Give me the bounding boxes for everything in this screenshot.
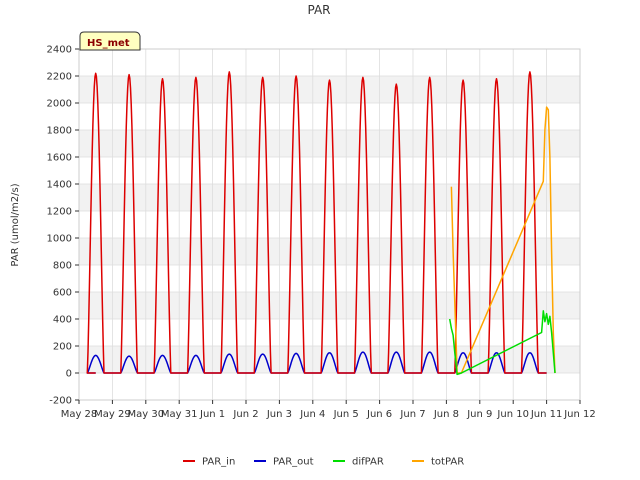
y-tick-label: -200 — [49, 396, 72, 407]
badge-text: HS_met — [87, 38, 130, 49]
legend-label: PAR_out — [273, 457, 314, 468]
plot-band — [79, 238, 580, 265]
legend: PAR_in PAR_out difPAR totPAR — [183, 457, 464, 468]
legend-label: totPAR — [431, 457, 464, 468]
x-tick-label: Jun 8 — [433, 409, 459, 420]
plot-background — [79, 49, 580, 400]
plot-frame — [78, 48, 581, 401]
x-tick-label: Jun 4 — [299, 409, 325, 420]
y-tick-label: 2000 — [47, 99, 72, 110]
legend-label: PAR_in — [202, 457, 235, 468]
x-tick-label: Jun 11 — [530, 409, 563, 420]
x-tick-label: Jun 3 — [266, 409, 292, 420]
y-tick-label: 2200 — [47, 72, 72, 83]
x-tick-label: Jun 10 — [496, 409, 529, 420]
axes: -200 0 200 400 600 800 1000 1200 1400 1600 1800 200… — [47, 45, 596, 421]
x-tick-label: Jun 7 — [399, 409, 425, 420]
x-tick-label: May 29 — [94, 409, 131, 420]
y-axis-label: PAR (umol/m2/s) — [10, 183, 21, 266]
series-difpar — [448, 310, 556, 376]
plot-band — [79, 292, 580, 319]
y-tick-label: 400 — [53, 315, 72, 326]
chart-title: PAR — [307, 3, 330, 17]
series-totpar — [450, 106, 556, 374]
plot-band — [79, 346, 580, 373]
y-tick-label: 1000 — [47, 234, 72, 245]
plot-area — [79, 49, 580, 400]
x-tick-label: May 30 — [128, 409, 165, 420]
x-tick-label: Jun 6 — [366, 409, 392, 420]
series-layer — [86, 71, 556, 376]
y-tick-label: 800 — [53, 261, 72, 272]
x-tick-label: Jun 2 — [232, 409, 258, 420]
y-tick-label: 1600 — [47, 153, 72, 164]
y-tick-label: 1400 — [47, 180, 72, 191]
x-tick-label: Jun 9 — [466, 409, 492, 420]
plot-band — [79, 184, 580, 211]
site-badge: HS_met — [79, 31, 141, 51]
y-tick-label: 1800 — [47, 126, 72, 137]
x-tick-label: Jun 1 — [199, 409, 225, 420]
legend-label: difPAR — [352, 457, 384, 468]
y-tick-label: 0 — [66, 369, 72, 380]
x-tick-label: Jun 12 — [563, 409, 596, 420]
y-tick-label: 200 — [53, 342, 72, 353]
y-tick-label: 1200 — [47, 207, 72, 218]
badge-box — [79, 31, 141, 51]
plot-band — [79, 130, 580, 157]
x-tick-label: May 28 — [61, 409, 98, 420]
y-tick-label: 2400 — [47, 45, 72, 56]
series-par-in — [86, 71, 547, 374]
y-tick-label: 600 — [53, 288, 72, 299]
x-tick-label: Jun 5 — [333, 409, 359, 420]
x-tick-label: May 31 — [161, 409, 198, 420]
